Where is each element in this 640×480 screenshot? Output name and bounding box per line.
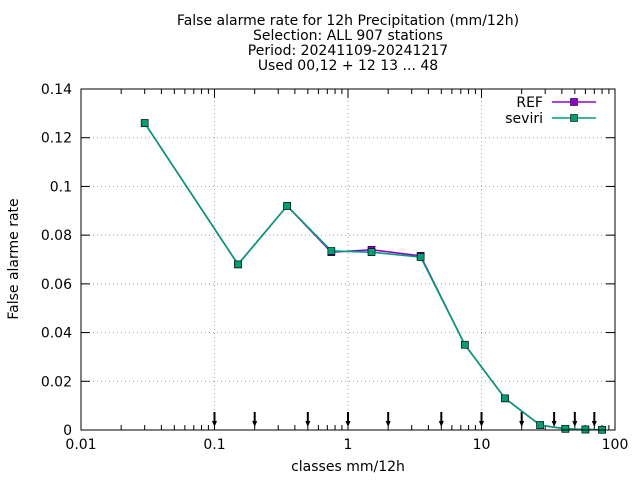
threshold-arrow-head [305, 421, 311, 427]
title-line-1: False alarme rate for 12h Precipitation … [177, 13, 519, 29]
data-point-seviri [501, 394, 509, 403]
axis-ticks: 0 0.02 0.04 0.06 0.08 0.1 0.12 0.14 0.01 0.1 1 10 10… [41, 82, 629, 453]
legend-marker-seviri [570, 114, 578, 122]
threshold-arrow-head [479, 421, 484, 427]
x-tick-label: 1 [344, 437, 353, 453]
threshold-arrow-head [345, 421, 351, 427]
x-tick-label: 100 [602, 437, 629, 453]
y-tick-label: 0.08 [41, 228, 72, 244]
legend-label-ref: REF [516, 95, 543, 111]
x-tick-label: 0.1 [203, 437, 225, 453]
legend-marker-ref [570, 98, 578, 106]
y-tick-label: 0.1 [50, 179, 72, 195]
data-point-seviri [536, 421, 544, 429]
data-point-seviri [367, 248, 376, 256]
class-threshold-arrows [212, 412, 597, 427]
threshold-arrow-head [385, 421, 391, 427]
title-line-4: Used 00,12 + 12 13 ... 48 [258, 58, 438, 74]
x-axis-label: classes mm/12h [291, 459, 405, 475]
data-point-seviri [140, 119, 149, 127]
data-point-seviri [416, 253, 425, 261]
x-tick-label: 0.01 [65, 437, 96, 453]
y-axis-label: False alarme rate [6, 198, 22, 319]
title-line-3: Period: 20241109-20241217 [248, 43, 448, 59]
threshold-arrow-head [252, 421, 258, 427]
legend-label-seviri: seviri [505, 111, 543, 127]
chart-title: False alarme rate for 12h Precipitation … [177, 13, 519, 74]
threshold-arrow-head [438, 421, 444, 427]
y-tick-label: 0 [63, 423, 72, 439]
series-line-ref [144, 122, 603, 431]
threshold-arrow-head [212, 421, 217, 427]
data-point-seviri [234, 260, 242, 269]
data-point-seviri [461, 340, 469, 349]
threshold-arrow-head [551, 421, 557, 427]
series-line-seviri [144, 122, 603, 431]
y-tick-label: 0.14 [41, 82, 72, 98]
data-point-seviri [561, 424, 570, 433]
plot-frame [80, 88, 616, 431]
y-tick-label: 0.06 [41, 277, 72, 293]
gridlines [81, 89, 615, 430]
data-point-seviri [283, 202, 291, 210]
threshold-arrow-head [519, 421, 525, 427]
y-tick-label: 0.12 [41, 131, 72, 147]
y-tick-label: 0.04 [41, 326, 72, 342]
x-tick-label: 10 [473, 437, 491, 453]
title-line-2: Selection: ALL 907 stations [253, 28, 443, 44]
threshold-arrow-head [591, 421, 597, 427]
y-tick-label: 0.02 [41, 374, 72, 390]
series-lines [140, 119, 606, 434]
data-point-seviri [327, 247, 336, 255]
threshold-arrow-head [572, 421, 578, 427]
